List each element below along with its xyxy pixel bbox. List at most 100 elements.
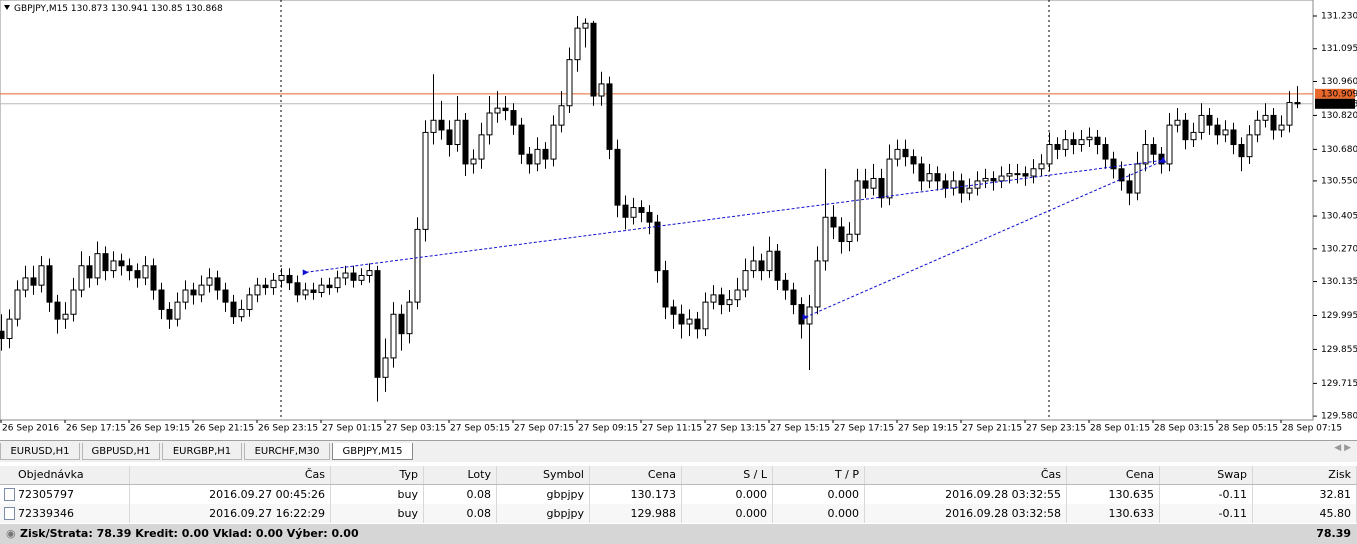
candle-body: [926, 173, 933, 182]
order-icon: [4, 488, 15, 501]
symbol: GBPJPY,M15: [14, 4, 68, 14]
candle-body: [630, 207, 637, 218]
column-header[interactable]: S / L: [682, 466, 773, 484]
candle-body: [982, 177, 989, 182]
candle-body: [222, 289, 229, 303]
tab[interactable]: EURCHF,M30: [244, 443, 330, 460]
y-tick-label: 129.715: [1321, 379, 1357, 389]
candle-body: [30, 277, 37, 286]
table-cell: buy: [331, 485, 424, 504]
scroll-arrows[interactable]: ◀ ▶: [1334, 443, 1351, 453]
candle-body: [614, 148, 621, 206]
candle-body: [774, 250, 781, 281]
table-cell: 72305797: [0, 485, 130, 504]
tab[interactable]: GBPUSD,H1: [82, 443, 160, 460]
table-cell: 0.000: [682, 485, 773, 504]
column-header[interactable]: Cena: [590, 466, 682, 484]
x-tick-label: 28 Sep 07:15: [1282, 424, 1342, 434]
tab[interactable]: EURGBP,H1: [162, 443, 242, 460]
candle-body: [718, 294, 725, 306]
candle-body: [270, 279, 277, 289]
candle-body: [1094, 136, 1101, 146]
x-tick-label: 27 Sep 11:15: [642, 424, 702, 434]
column-header[interactable]: Typ: [331, 466, 424, 484]
y-tick-label: 131.095: [1321, 44, 1357, 54]
column-header[interactable]: T / P: [773, 466, 865, 484]
candle-body: [1118, 168, 1125, 182]
candle-body: [374, 270, 381, 378]
column-header[interactable]: Symbol: [497, 466, 590, 484]
column-header[interactable]: Objednávka: [0, 466, 130, 484]
column-header[interactable]: Čas: [130, 466, 331, 484]
tab[interactable]: EURUSD,H1: [0, 443, 80, 460]
column-header[interactable]: Loty: [424, 466, 497, 484]
candle-body: [1054, 144, 1061, 150]
candle-body: [1062, 139, 1069, 150]
table-row: 72305797 2016.09.27 00:45:26 buy 0.08 gbpjpy…: [0, 485, 1357, 504]
x-tick-label: 27 Sep 01:15: [322, 424, 382, 434]
candle-body: [1230, 129, 1237, 146]
candle-body: [126, 265, 133, 272]
candle-body: [518, 124, 525, 155]
trade-open-marker: [802, 314, 809, 321]
column-header[interactable]: Zisk: [1253, 466, 1357, 484]
table-cell: gbpjpy: [497, 485, 590, 504]
candle-body: [662, 270, 669, 308]
low: 130.85: [151, 4, 183, 14]
candle-body: [318, 284, 325, 293]
tab[interactable]: GBPJPY,M15: [332, 443, 413, 460]
candle-body: [358, 274, 365, 281]
y-tick-label: 130.960: [1321, 77, 1357, 87]
x-tick-label: 26 Sep 17:15: [66, 424, 126, 434]
ask-label-bg: [1315, 88, 1355, 99]
candle-body: [854, 180, 861, 235]
candle-body: [510, 110, 517, 126]
candle-body: [254, 284, 261, 296]
candle-body: [494, 107, 501, 114]
candle-body: [182, 289, 189, 303]
candle-body: [838, 226, 845, 243]
candle-body: [1150, 144, 1157, 155]
candle-body: [1182, 119, 1189, 141]
x-tick-label: 27 Sep 23:15: [1026, 424, 1086, 434]
candle-body: [414, 228, 421, 303]
column-header[interactable]: Čas: [865, 466, 1067, 484]
column-header[interactable]: Swap: [1160, 466, 1253, 484]
candle-body: [38, 265, 45, 286]
candle-body: [198, 284, 205, 296]
column-header[interactable]: Cena: [1067, 466, 1160, 484]
candle-body: [142, 265, 149, 279]
table-row: 72339346 2016.09.27 16:22:29 buy 0.08 gbpjpy…: [0, 504, 1357, 523]
candle-body: [422, 131, 429, 230]
chart: GBPJPY,M15 130.873 130.941 130.85 130.86…: [0, 0, 1357, 434]
candle-body: [134, 270, 141, 279]
candle-body: [790, 289, 797, 306]
candle-body: [446, 129, 453, 146]
candle-body: [534, 148, 541, 165]
candle-body: [1278, 124, 1285, 131]
candle-body: [294, 282, 301, 296]
x-tick-label: 27 Sep 15:15: [770, 424, 830, 434]
y-tick-label: 129.855: [1321, 345, 1357, 355]
candle-body: [550, 124, 557, 160]
candle-body: [286, 274, 293, 284]
candle-body: [998, 175, 1005, 182]
high: 130.941: [111, 4, 148, 14]
candle-body: [1262, 114, 1269, 121]
table-cell: 0.08: [424, 485, 497, 504]
y-tick-label: 130.405: [1321, 212, 1357, 222]
candle-body: [670, 306, 677, 315]
table-cell: 0.000: [773, 504, 865, 523]
candle-body: [598, 83, 605, 97]
candle-body: [398, 313, 405, 335]
table-cell: 130.635: [1067, 485, 1160, 504]
candle-body: [1214, 124, 1221, 136]
menu-arrow[interactable]: [4, 5, 10, 10]
candle-body: [174, 301, 181, 320]
status-icon: ◉: [6, 527, 16, 540]
candle-body: [1086, 136, 1093, 141]
order-icon: [4, 507, 15, 520]
candle-body: [686, 318, 693, 325]
